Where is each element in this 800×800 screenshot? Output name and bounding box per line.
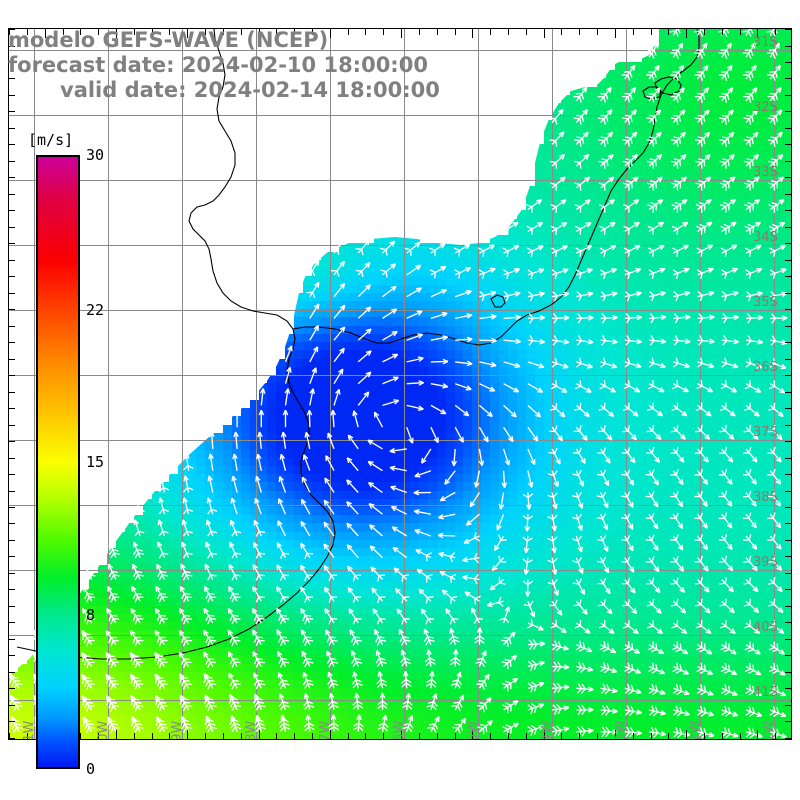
latitude-label-32S: 32S	[753, 100, 778, 115]
longitude-label-52W: 52W	[688, 721, 703, 739]
latitude-label-34S: 34S	[753, 230, 778, 245]
longitude-label-51W: 51W	[762, 721, 777, 739]
wind-arrows	[9, 29, 788, 739]
latitude-label-37S: 37S	[753, 425, 778, 440]
colorbar-tick-0: 0	[86, 760, 95, 778]
latitude-label-39S: 39S	[753, 555, 778, 570]
longitude-label-60W: 60W	[96, 721, 111, 739]
colorbar-unit-label: [m/s]	[28, 131, 73, 149]
latitude-label-35S: 35S	[753, 295, 778, 310]
latitude-label-40S: 40S	[753, 620, 778, 635]
colorbar-tick-30: 30	[86, 146, 104, 164]
coastline	[16, 29, 700, 660]
longitude-label-59W: 59W	[170, 721, 185, 739]
colorbar-tick-22: 22	[86, 301, 104, 319]
latitude-label-33S: 33S	[753, 165, 778, 180]
map-plot-frame: 61W 60W 59W 58W 57W 56W 55W 54W 53W 52W 51W 31S 32S…	[8, 28, 792, 740]
longitude-label-56W: 56W	[392, 721, 407, 739]
longitude-label-58W: 58W	[244, 721, 259, 739]
latitude-label-31S: 31S	[753, 35, 778, 50]
longitude-label-53W: 53W	[614, 721, 629, 739]
longitude-label-54W: 54W	[540, 721, 555, 739]
longitude-label-55W: 55W	[466, 721, 481, 739]
latitude-label-36S: 36S	[753, 360, 778, 375]
colorbar-tick-8: 8	[86, 606, 95, 624]
land-mask	[9, 29, 659, 675]
map-canvas: 61W 60W 59W 58W 57W 56W 55W 54W 53W 52W 51W 31S 32S…	[9, 29, 791, 739]
latitude-label-41S: 41S	[753, 685, 778, 700]
colorbar-gradient	[36, 155, 80, 769]
longitude-label-61W: 61W	[22, 721, 37, 739]
colorbar	[36, 155, 80, 769]
colorbar-tick-15: 15	[86, 453, 104, 471]
longitude-label-57W: 57W	[318, 721, 333, 739]
latitude-label-38S: 38S	[753, 490, 778, 505]
